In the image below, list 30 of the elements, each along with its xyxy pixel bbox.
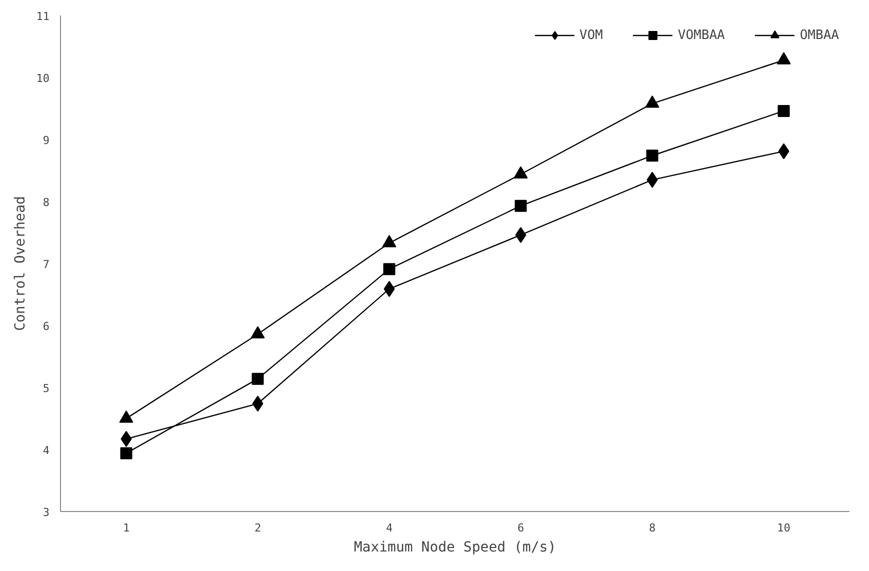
y-tick-label: 8	[42, 196, 50, 209]
y-tick-label: 7	[42, 258, 50, 271]
y-tick-label: 10	[36, 72, 50, 85]
x-tick-label: 10	[777, 522, 790, 534]
x-tick-label: 4	[386, 522, 393, 534]
point	[776, 52, 791, 64]
point	[514, 200, 527, 212]
x-tick-label: 8	[648, 522, 656, 534]
point	[514, 166, 528, 178]
y-tick-label: 3	[42, 506, 50, 519]
point	[382, 235, 396, 248]
x-tick-label: 1	[122, 522, 130, 534]
y-axis-title: Control Overhead	[12, 196, 28, 331]
legend-label: VOM	[579, 28, 603, 42]
y-tick-label: 9	[42, 134, 50, 147]
y-tick-label: 11	[36, 10, 50, 23]
y-tick-label: 5	[42, 382, 50, 395]
legend-label: OMBAA	[800, 28, 839, 42]
point	[646, 150, 658, 162]
x-axis-title: Maximum Node Speed (m/s)	[354, 540, 556, 556]
point	[645, 96, 660, 108]
x-tick-label: 6	[517, 522, 524, 534]
x-tick-label: 2	[254, 522, 262, 534]
point	[778, 104, 790, 117]
y-tick-label: 4	[42, 444, 50, 457]
point	[120, 447, 132, 460]
y-tick-label: 6	[42, 320, 50, 333]
point	[252, 372, 264, 385]
point	[383, 263, 396, 276]
legend-label: VOMBAA	[678, 28, 725, 42]
